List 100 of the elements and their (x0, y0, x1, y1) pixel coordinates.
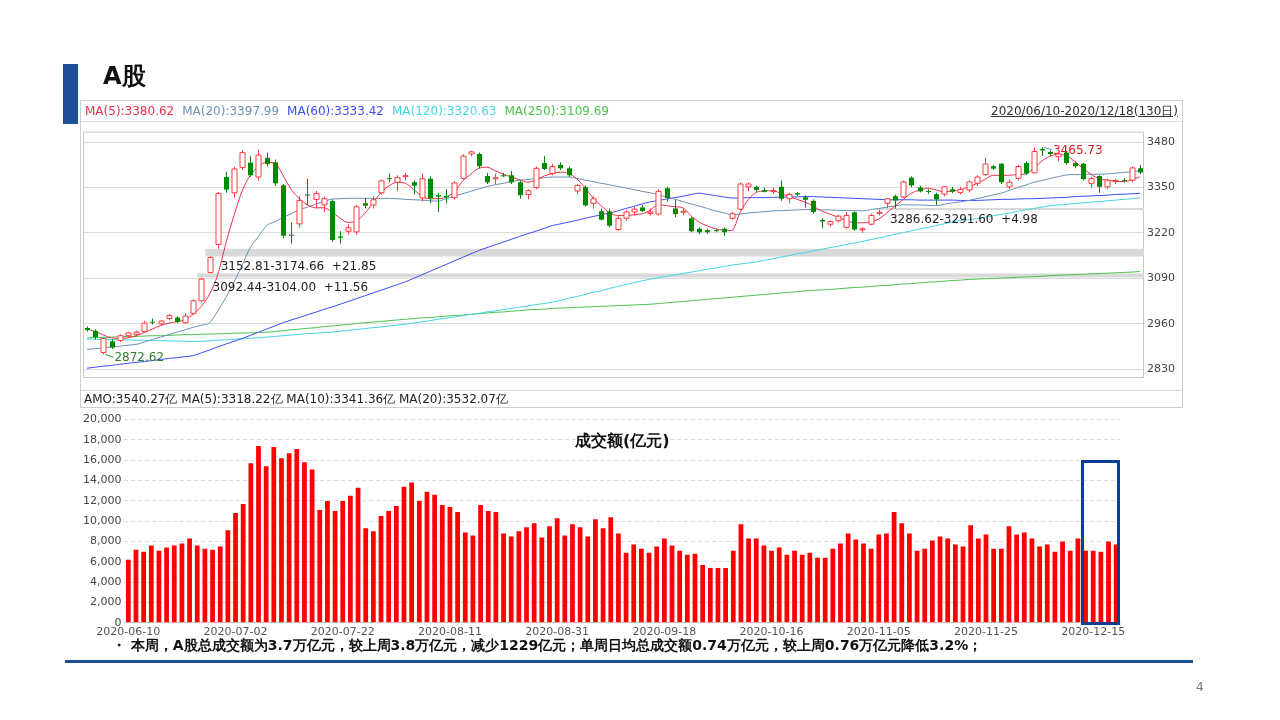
bar (1090, 550, 1096, 623)
bar (585, 536, 591, 623)
bar (700, 564, 706, 623)
y-tick-label: 3480 (1147, 134, 1176, 148)
bar (386, 511, 392, 623)
bar (991, 548, 997, 623)
y-tick-label: 2,000 (89, 595, 122, 609)
candlestick (998, 162, 1005, 185)
x-tick-label: 2020-06-10 (96, 625, 161, 639)
bar (998, 548, 1004, 623)
bar (271, 447, 277, 623)
bar (539, 537, 545, 623)
bar (1044, 544, 1050, 623)
bar (248, 463, 254, 623)
bar (838, 543, 843, 623)
bar (746, 538, 751, 623)
bar (945, 538, 951, 623)
bar (769, 550, 774, 623)
y-tick-label: 3350 (1147, 180, 1176, 194)
bar (1060, 541, 1065, 623)
bar (899, 523, 905, 623)
y-tick-label: 3090 (1147, 271, 1176, 285)
line-series (86, 271, 1141, 339)
bar (485, 511, 491, 623)
y-tick-label: 10,000 (82, 514, 122, 528)
bar (753, 538, 759, 623)
bar (1106, 541, 1111, 623)
bar (524, 527, 529, 623)
y-tick-label: 12,000 (82, 493, 122, 507)
bar (286, 453, 292, 623)
bar (233, 513, 238, 623)
x-tick-label: 2020-10-16 (739, 625, 804, 639)
bar (501, 533, 506, 623)
bar (930, 540, 935, 623)
y-tick-label: 6,000 (89, 554, 122, 568)
y-tick-label: 16,000 (82, 453, 122, 467)
x-tick-label: 2020-12-15 (1061, 625, 1126, 639)
bar (608, 517, 614, 623)
bar (639, 548, 644, 623)
bar (792, 550, 797, 623)
bar (554, 518, 560, 623)
bar (508, 536, 514, 623)
candlestick (247, 155, 254, 178)
bar (432, 494, 437, 623)
bar (562, 535, 568, 623)
bar (815, 557, 820, 623)
candlestick (304, 178, 311, 206)
candlestick (288, 221, 295, 244)
annotation: 2872.62 (114, 350, 165, 365)
annotation: 3465.73 (1052, 143, 1103, 158)
bar (279, 458, 284, 623)
bar (210, 549, 215, 623)
bar (416, 500, 422, 623)
candlestick (223, 171, 230, 194)
bar (661, 538, 667, 623)
bar (1037, 546, 1042, 623)
bar (952, 544, 958, 623)
bar (516, 531, 522, 623)
bar (348, 495, 353, 623)
bar (462, 532, 468, 623)
x-tick-label: 2020-09-18 (632, 625, 697, 639)
chart-title: A股 (103, 61, 146, 92)
y-tick-label: 3220 (1147, 225, 1176, 239)
bar (1014, 534, 1019, 623)
bar (547, 526, 552, 623)
bar (125, 559, 131, 623)
bar (325, 500, 330, 623)
bar (730, 550, 736, 623)
band-label: 3152.81-3174.66 +21.85 (220, 258, 377, 273)
bar (677, 550, 683, 623)
bar (922, 548, 928, 623)
x-tick-label: 2020-07-22 (310, 625, 375, 639)
bar (478, 504, 483, 623)
bar (845, 533, 851, 623)
bar (141, 551, 147, 623)
y-tick-label: 20,000 (82, 412, 122, 426)
bar (363, 528, 369, 623)
bar (616, 533, 621, 623)
bar (171, 545, 177, 623)
text: MA(20):3397.99 (182, 104, 280, 118)
x-tick-label: 2020-11-25 (954, 625, 1018, 639)
bar (164, 547, 169, 623)
candlestick (851, 210, 858, 232)
bar (853, 539, 859, 623)
candlestick (435, 192, 442, 213)
bar (684, 554, 690, 623)
bar (240, 503, 246, 623)
candlestick (272, 159, 279, 187)
bar (876, 534, 882, 623)
bar (1021, 532, 1027, 623)
y-tick-label: 8,000 (89, 534, 122, 548)
bar (263, 466, 269, 623)
bar (861, 543, 866, 623)
text: 成交额(亿元) (573, 430, 670, 450)
bar (194, 545, 200, 623)
candlestick (778, 180, 785, 202)
bar (799, 554, 805, 623)
bar (1067, 550, 1073, 623)
text: MA(5):3380.62 (85, 104, 175, 118)
y-tick-label: 18,000 (82, 432, 122, 446)
